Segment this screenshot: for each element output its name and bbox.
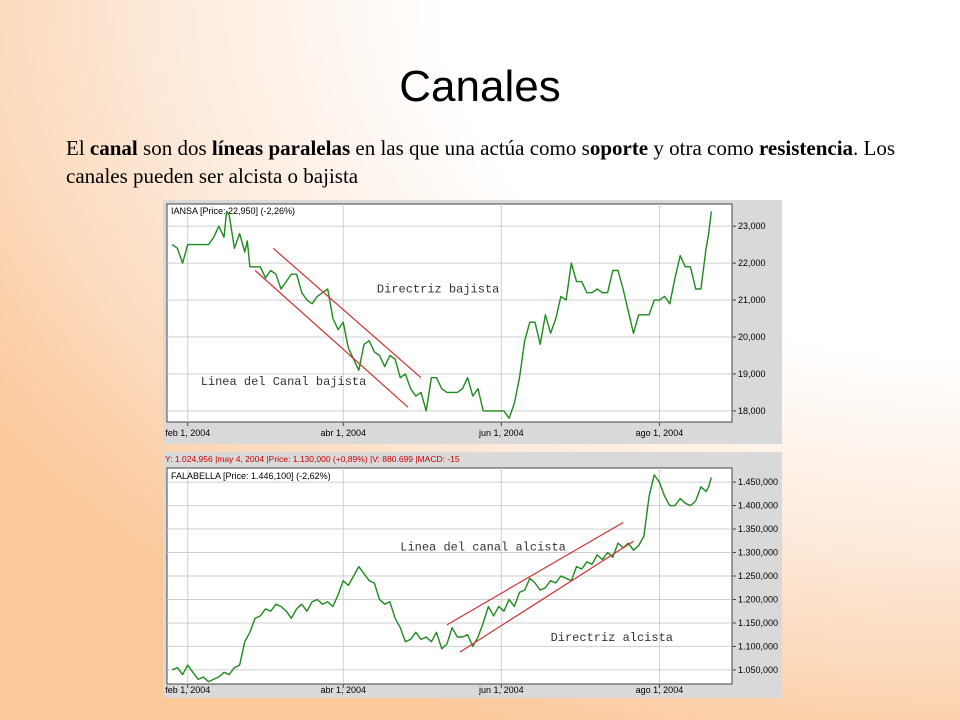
price-series-line — [171, 474, 712, 683]
chart-header: FALABELLA [Price: 1.446,100] (-2,62%) — [171, 471, 331, 481]
chart-annotation: Directriz alcista — [551, 631, 673, 645]
para-bold-resistencia: resistencia — [758, 136, 854, 160]
chart-annotation: Directriz bajista — [377, 283, 499, 297]
chart-annotation: Linea del Canal bajista — [201, 375, 367, 389]
y-tick-label: 1.350,000 — [738, 524, 778, 534]
x-tick-label: feb 1, 2004 — [165, 685, 210, 695]
x-tick-label: ago 1, 2004 — [636, 428, 684, 438]
price-series-line — [171, 210, 712, 420]
channel-line — [459, 540, 634, 653]
y-tick-label: 1.100,000 — [738, 641, 778, 651]
y-tick-label: 1.200,000 — [738, 594, 778, 604]
iansa-chart-panel: 23,000 22,000 21,000 20,000 19,000 18,000 feb … — [163, 200, 782, 444]
y-tick-label: 22,000 — [738, 258, 766, 268]
y-tick-label: 18,000 — [738, 406, 766, 416]
para-bold-canal: canal — [89, 136, 138, 160]
y-tick-label: 20,000 — [738, 332, 766, 342]
x-tick-label: feb 1, 2004 — [165, 428, 210, 438]
y-tick-label: 1.150,000 — [738, 618, 778, 628]
para-text-4: y otra como — [648, 136, 759, 160]
chart-annotation: Linea del canal alcista — [400, 541, 566, 555]
chart-info-line: Y: 1.024,956 |may 4, 2004 |Price: 1.130,… — [165, 454, 460, 464]
para-text-3: en las que una actúa como s — [350, 136, 590, 160]
x-tick-label: jun 1, 2004 — [478, 685, 524, 695]
y-tick-label: 1.300,000 — [738, 548, 778, 558]
y-tick-label: 1.050,000 — [738, 665, 778, 675]
x-tick-label: jun 1, 2004 — [478, 428, 524, 438]
channel-line — [272, 247, 422, 379]
y-tick-label: 19,000 — [738, 369, 766, 379]
x-tick-label: abr 1, 2004 — [320, 428, 366, 438]
plot-area — [166, 203, 733, 423]
y-tick-label: 23,000 — [738, 221, 766, 231]
para-text-1: El — [66, 136, 90, 160]
y-tick-label: 1.250,000 — [738, 571, 778, 581]
slide-paragraph: El canal son dos líneas paralelas en las… — [66, 134, 906, 190]
y-tick-label: 1.400,000 — [738, 501, 778, 511]
chart-header: IANSA [Price: 22,950] (-2,26%) — [171, 206, 295, 216]
para-bold-soporte: oporte — [589, 136, 649, 160]
channel-line — [446, 521, 624, 626]
iansa-chart: 23,000 22,000 21,000 20,000 19,000 18,000 feb … — [165, 203, 766, 438]
x-tick-label: abr 1, 2004 — [320, 685, 366, 695]
slide-title: Canales — [399, 62, 561, 111]
para-text-2: son dos — [137, 136, 212, 160]
para-text-5: . Los canales pueden ser alcista o bajis… — [66, 136, 896, 188]
x-tick-label: ago 1, 2004 — [636, 685, 684, 695]
falabella-chart: 1.450,000 1.400,000 1.350,000 1.300,000 1.25… — [165, 454, 778, 695]
para-bold-lineas: líneas paralelas — [211, 136, 351, 160]
falabella-chart-panel: 1.450,000 1.400,000 1.350,000 1.300,000 1.25… — [163, 452, 782, 698]
y-tick-label: 1.450,000 — [738, 477, 778, 487]
channel-line — [254, 270, 409, 408]
y-tick-label: 21,000 — [738, 295, 766, 305]
